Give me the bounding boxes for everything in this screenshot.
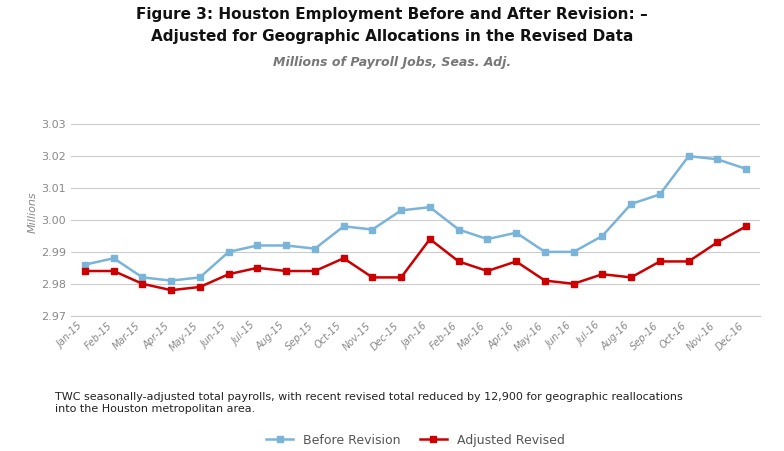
Before Revision bbox=[138, 275, 147, 280]
Adjusted Revised bbox=[80, 268, 89, 274]
Before Revision bbox=[195, 275, 205, 280]
Adjusted Revised bbox=[166, 287, 176, 293]
Before Revision bbox=[483, 236, 492, 242]
Adjusted Revised bbox=[397, 275, 406, 280]
Before Revision bbox=[281, 243, 291, 248]
Adjusted Revised bbox=[195, 284, 205, 290]
Adjusted Revised bbox=[626, 275, 636, 280]
Before Revision bbox=[252, 243, 262, 248]
Adjusted Revised bbox=[655, 259, 665, 264]
Text: Millions of Payroll Jobs, Seas. Adj.: Millions of Payroll Jobs, Seas. Adj. bbox=[273, 56, 511, 69]
Adjusted Revised bbox=[540, 278, 550, 283]
Adjusted Revised bbox=[483, 268, 492, 274]
Text: Figure 3: Houston Employment Before and After Revision: –: Figure 3: Houston Employment Before and … bbox=[136, 7, 648, 22]
Adjusted Revised bbox=[281, 268, 291, 274]
Before Revision bbox=[425, 204, 434, 210]
Adjusted Revised bbox=[310, 268, 320, 274]
Line: Before Revision: Before Revision bbox=[82, 153, 749, 283]
Before Revision bbox=[166, 278, 176, 283]
Adjusted Revised bbox=[454, 259, 463, 264]
Adjusted Revised bbox=[597, 272, 607, 277]
Before Revision bbox=[569, 249, 579, 254]
Before Revision bbox=[626, 201, 636, 207]
Y-axis label: Millions: Millions bbox=[28, 191, 38, 233]
Before Revision bbox=[655, 192, 665, 197]
Before Revision bbox=[713, 156, 722, 162]
Before Revision bbox=[310, 246, 320, 251]
Before Revision bbox=[109, 256, 118, 261]
Legend: Before Revision, Adjusted Revised: Before Revision, Adjusted Revised bbox=[262, 430, 569, 451]
Before Revision bbox=[368, 227, 377, 232]
Adjusted Revised bbox=[684, 259, 693, 264]
Adjusted Revised bbox=[569, 281, 579, 286]
Line: Adjusted Revised: Adjusted Revised bbox=[82, 224, 749, 293]
Before Revision bbox=[397, 207, 406, 213]
Adjusted Revised bbox=[742, 224, 751, 229]
Adjusted Revised bbox=[511, 259, 521, 264]
Adjusted Revised bbox=[224, 272, 234, 277]
Before Revision bbox=[684, 153, 693, 159]
Adjusted Revised bbox=[252, 265, 262, 271]
Text: Adjusted for Geographic Allocations in the Revised Data: Adjusted for Geographic Allocations in t… bbox=[151, 29, 633, 44]
Before Revision bbox=[511, 230, 521, 235]
Adjusted Revised bbox=[713, 239, 722, 245]
Adjusted Revised bbox=[109, 268, 118, 274]
Before Revision bbox=[454, 227, 463, 232]
Before Revision bbox=[224, 249, 234, 254]
Before Revision bbox=[540, 249, 550, 254]
Before Revision bbox=[339, 224, 348, 229]
Text: TWC seasonally-adjusted total payrolls, with recent revised total reduced by 12,: TWC seasonally-adjusted total payrolls, … bbox=[55, 392, 683, 414]
Before Revision bbox=[80, 262, 89, 267]
Adjusted Revised bbox=[368, 275, 377, 280]
Before Revision bbox=[742, 166, 751, 171]
Adjusted Revised bbox=[339, 256, 348, 261]
Before Revision bbox=[597, 233, 607, 239]
Adjusted Revised bbox=[138, 281, 147, 286]
Adjusted Revised bbox=[425, 236, 434, 242]
